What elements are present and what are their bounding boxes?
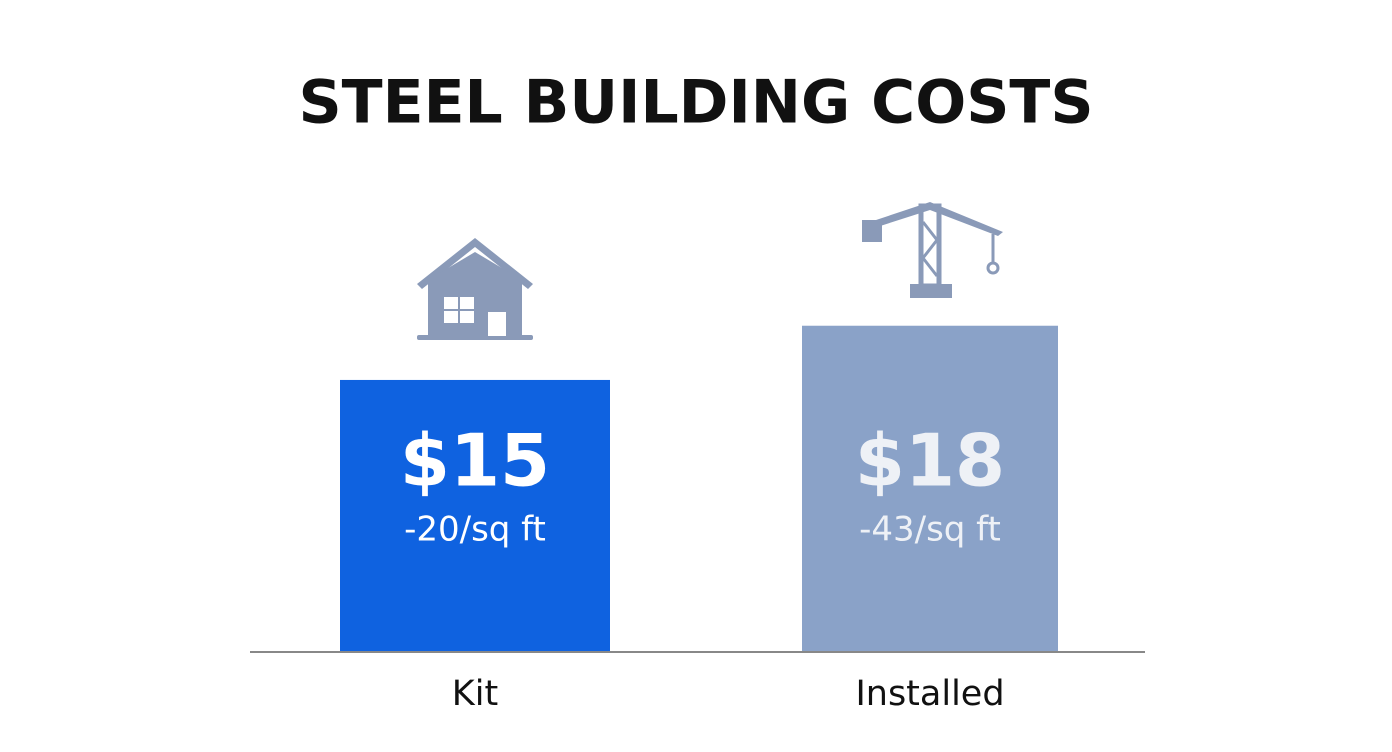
x-tick-label: Installed bbox=[855, 674, 1004, 714]
x-tick-label: Kit bbox=[452, 674, 498, 714]
bar bbox=[340, 379, 610, 651]
value-sublabel: -20/sq ft bbox=[404, 510, 546, 550]
house-icon bbox=[417, 238, 533, 340]
bar bbox=[802, 325, 1058, 651]
value-sublabel: -43/sq ft bbox=[859, 510, 1001, 550]
value-label: $15 bbox=[400, 419, 550, 503]
chart-title: STEEL BUILDING COSTS bbox=[298, 68, 1093, 138]
crane-icon bbox=[862, 202, 1003, 298]
value-label: $18 bbox=[855, 419, 1005, 503]
